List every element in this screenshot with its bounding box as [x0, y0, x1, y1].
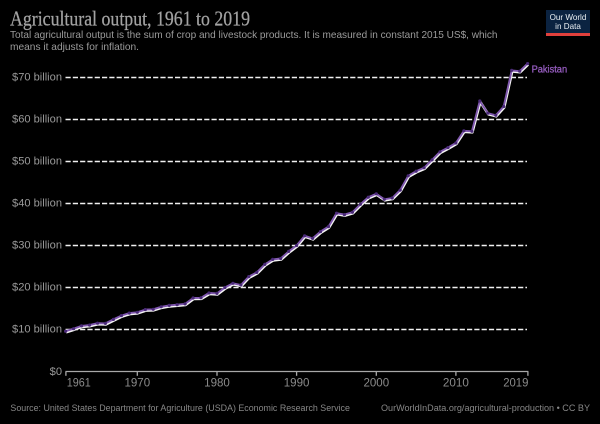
svg-text:$30 billion: $30 billion	[12, 240, 62, 252]
svg-text:$60 billion: $60 billion	[12, 114, 62, 126]
svg-text:Source: United States Departme: Source: United States Department for Agr…	[10, 403, 350, 414]
svg-text:$50 billion: $50 billion	[12, 156, 62, 168]
svg-text:1961: 1961	[67, 376, 91, 390]
svg-text:2010: 2010	[443, 376, 469, 390]
svg-text:1990: 1990	[284, 376, 310, 390]
svg-text:1970: 1970	[124, 376, 150, 390]
svg-text:2019: 2019	[503, 376, 529, 390]
svg-text:1980: 1980	[204, 376, 230, 390]
svg-text:$70 billion: $70 billion	[12, 72, 62, 84]
svg-text:means it adjusts for inflation: means it adjusts for inflation.	[10, 41, 139, 53]
svg-text:$10 billion: $10 billion	[12, 324, 62, 336]
svg-text:OurWorldInData.org/agricultura: OurWorldInData.org/agricultural-producti…	[381, 403, 591, 414]
svg-text:$0: $0	[50, 366, 62, 378]
svg-text:$40 billion: $40 billion	[12, 198, 62, 210]
svg-text:Agricultural output, 1961 to 2: Agricultural output, 1961 to 2019	[10, 6, 250, 30]
svg-text:Total agricultural output is t: Total agricultural output is the sum of …	[10, 29, 498, 41]
svg-text:2000: 2000	[363, 376, 389, 390]
svg-text:Pakistan: Pakistan	[532, 65, 568, 76]
svg-text:$20 billion: $20 billion	[12, 282, 62, 294]
